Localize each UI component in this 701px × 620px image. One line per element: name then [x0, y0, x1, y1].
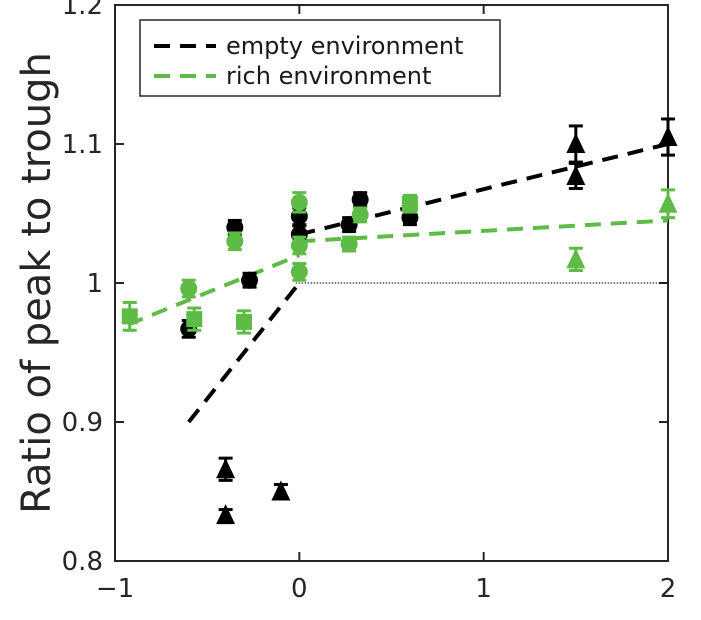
x-tick-label: 0 — [291, 574, 308, 604]
marker-triangle — [271, 480, 291, 501]
empty-triangle-point — [271, 480, 291, 501]
marker-circle — [290, 263, 308, 281]
marker-circle — [351, 191, 369, 209]
empty-triangle-point — [566, 161, 586, 190]
y-tick-label: 1.2 — [62, 0, 103, 21]
x-tick-label: 2 — [660, 574, 677, 604]
legend-label: rich environment — [226, 62, 431, 90]
rich-circle-point — [351, 206, 369, 224]
empty-triangle-point — [216, 456, 236, 482]
rich-circle-point — [290, 191, 308, 214]
rich-fit-line — [299, 218, 669, 244]
marker-square — [236, 313, 253, 330]
marker-circle — [290, 236, 308, 254]
rich-triangle-point — [566, 246, 586, 272]
marker-square — [186, 311, 203, 328]
y-tick-label: 0.8 — [62, 547, 103, 577]
y-tick-label: 0.9 — [62, 408, 103, 438]
marker-triangle — [658, 126, 678, 147]
empty-triangle-point — [658, 117, 678, 157]
marker-circle — [241, 271, 259, 289]
legend-label: empty environment — [226, 32, 463, 60]
rich-circle-point — [180, 278, 198, 299]
rich-circle-point — [340, 235, 358, 253]
marker-circle — [351, 206, 369, 224]
rich-fit-line — [127, 253, 301, 327]
marker-triangle — [658, 192, 678, 213]
rich-circle-point — [290, 262, 308, 282]
empty-circle-point — [351, 191, 369, 209]
marker-circle — [180, 280, 198, 298]
empty-fit-line — [187, 281, 301, 424]
marker-square — [401, 195, 418, 212]
rich-square-point — [236, 309, 253, 335]
rich-triangle-point — [658, 188, 678, 220]
marker-circle — [340, 235, 358, 253]
empty-triangle-point — [566, 124, 586, 164]
rich-circle-point — [290, 235, 308, 256]
marker-square — [121, 308, 138, 325]
empty-triangle-point — [216, 504, 236, 525]
plot-area: −1 0 1 2 0.8 0.9 1 1.1 1.2 — [62, 0, 678, 604]
legend-box — [139, 19, 501, 97]
y-axis-label: Ratio of peak to trough — [14, 52, 60, 514]
marker-triangle — [566, 248, 586, 269]
rich-square-point — [186, 306, 203, 332]
y-tick-label: 1 — [86, 269, 103, 299]
marker-triangle — [566, 133, 586, 153]
marker-triangle — [216, 458, 236, 479]
marker-triangle — [566, 164, 586, 185]
x-tick-label: −1 — [96, 574, 134, 604]
y-tick-label: 1.1 — [62, 130, 103, 160]
marker-circle — [226, 232, 244, 250]
rich-square-point — [121, 300, 138, 332]
empty-circle-point — [241, 271, 259, 289]
x-tick-label: 1 — [475, 574, 492, 604]
marker-circle — [290, 193, 308, 211]
marker-triangle — [216, 504, 236, 525]
rich-circle-point — [226, 231, 244, 252]
rich-square-point — [401, 193, 418, 214]
